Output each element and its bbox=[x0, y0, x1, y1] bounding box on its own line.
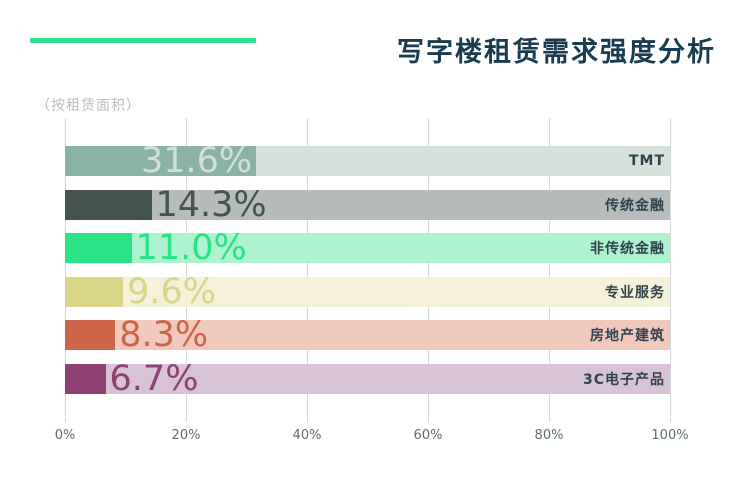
value-label: 14.3% bbox=[155, 184, 267, 225]
bar-track bbox=[65, 320, 670, 350]
chart-row: 14.3% 传统金融 bbox=[65, 184, 670, 225]
x-axis-tick-label: 60% bbox=[413, 428, 443, 443]
bar-track bbox=[65, 363, 670, 394]
value-label: 9.6% bbox=[127, 271, 216, 312]
gridline bbox=[185, 118, 187, 422]
gridline bbox=[64, 118, 66, 422]
x-axis-tick-label: 20% bbox=[171, 428, 201, 443]
category-label: 非传统金融 bbox=[590, 241, 665, 257]
value-label: 31.6% bbox=[140, 141, 253, 181]
bar-track bbox=[65, 233, 670, 263]
x-axis-tick-label: 100% bbox=[651, 428, 689, 443]
gridline bbox=[306, 118, 308, 422]
bar-fill bbox=[65, 189, 152, 220]
category-label: 传统金融 bbox=[605, 197, 665, 214]
category-label: TMT bbox=[628, 153, 665, 169]
chart-row: 11.0% 非传统金融 bbox=[65, 228, 670, 268]
bar-fill bbox=[65, 363, 106, 394]
bar-fill bbox=[65, 233, 132, 263]
value-label: 6.7% bbox=[109, 358, 199, 399]
plot-area: 31.6% TMT 14.3% 传统金融 11.0% 非传统金融 9.6% 专业服务 8.3% 房… bbox=[64, 118, 671, 422]
x-axis-tick-label: 80% bbox=[534, 428, 564, 443]
bar-fill bbox=[65, 276, 124, 307]
bar-track bbox=[65, 189, 670, 220]
chart-subtitle: （按租赁面积） bbox=[36, 98, 141, 114]
category-label: 3C电子产品 bbox=[582, 371, 665, 388]
accent-bar bbox=[30, 38, 256, 43]
x-axis-tick-label: 40% bbox=[292, 428, 322, 443]
bar-track bbox=[65, 276, 670, 307]
chart-row: 9.6% 专业服务 bbox=[65, 271, 670, 312]
bar-fill bbox=[65, 146, 257, 176]
bar-fill bbox=[65, 320, 116, 350]
chart-title: 写字楼租赁需求强度分析 bbox=[397, 37, 716, 68]
category-label: 房地产建筑 bbox=[590, 328, 665, 344]
chart-row: 6.7% 3C电子产品 bbox=[65, 358, 670, 399]
x-axis: 0% 20% 40% 60% 80% 100% bbox=[55, 428, 689, 448]
value-label: 11.0% bbox=[135, 228, 247, 268]
gridline bbox=[427, 118, 429, 422]
gridline bbox=[669, 118, 671, 422]
x-axis-tick-label: 0% bbox=[54, 428, 76, 443]
category-label: 专业服务 bbox=[605, 284, 665, 301]
chart-row: 31.6% TMT bbox=[65, 141, 670, 181]
chart-row: 8.3% 房地产建筑 bbox=[65, 315, 670, 355]
value-label: 8.3% bbox=[119, 315, 209, 355]
gridline bbox=[548, 118, 550, 422]
